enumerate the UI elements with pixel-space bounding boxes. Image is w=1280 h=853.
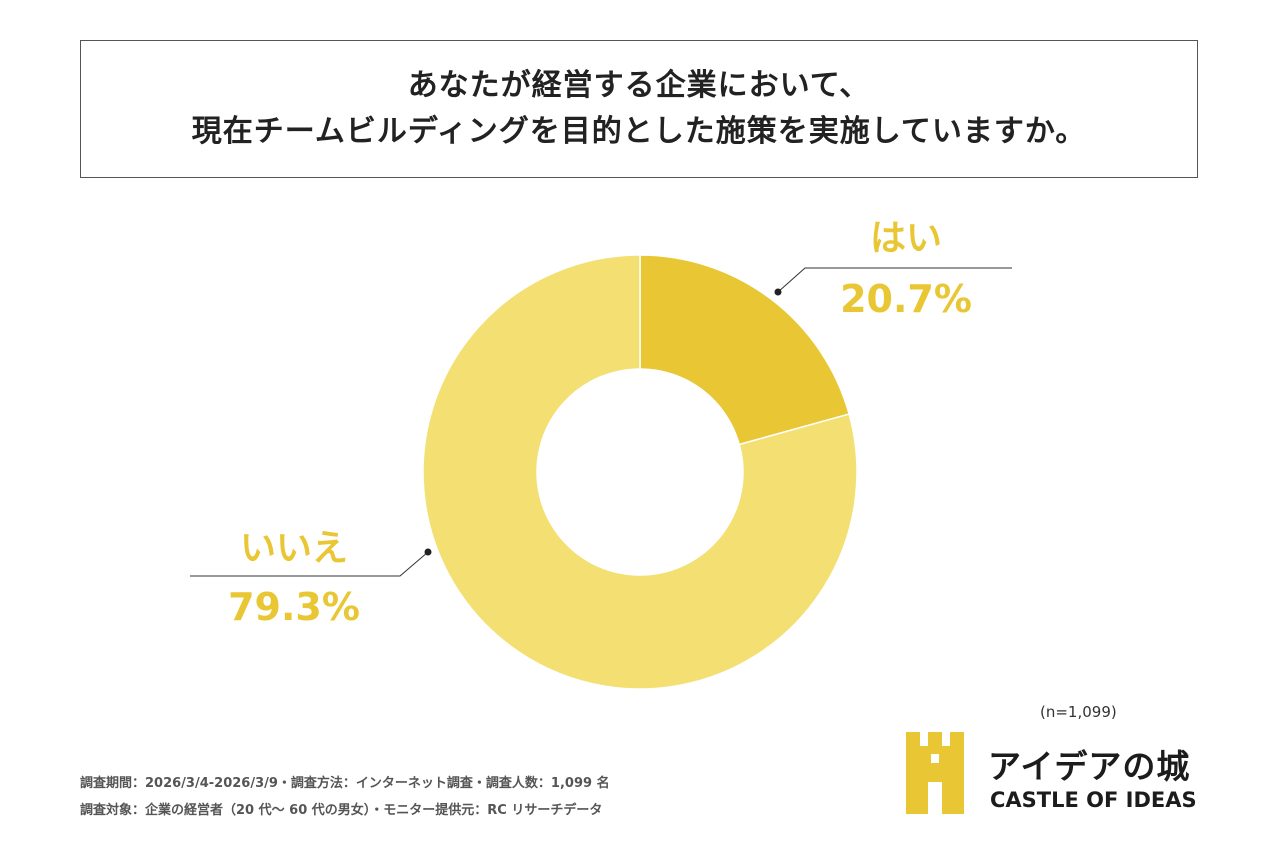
logo-subtitle: CASTLE OF IDEAS [990, 788, 1197, 812]
category-label-yes: はい [870, 218, 942, 259]
donut-slice-yes [639, 254, 851, 446]
leader-line-yes [777, 267, 1012, 293]
chart-title-line-2: 現在チームビルディングを目的とした施策を実施していますか。 [191, 114, 1087, 149]
title-box: あなたが経営する企業において、 現在チームビルディングを目的とした施策を実施して… [80, 40, 1198, 178]
footnote-survey-target: 調査対象：企業の経営者（20 代～ 60 代の男女）・モニター提供元：RC リサ… [80, 803, 603, 818]
leader-dot-no [424, 548, 432, 556]
value-label-no: 79.3% [228, 585, 360, 629]
category-label-no: いいえ [240, 528, 348, 569]
leader-line-no [190, 551, 429, 577]
donut-slice-no [422, 254, 858, 690]
sample-size-label: (n=1,099) [1040, 703, 1117, 721]
chart-title-line-1: あなたが経営する企業において、 [407, 68, 871, 103]
footnote-survey-method: 調査期間：2026/3/4-2026/3/9・調査方法：インターネット調査・調査… [80, 776, 610, 791]
survey-footnotes: 調査期間：2026/3/4-2026/3/9・調査方法：インターネット調査・調査… [80, 770, 610, 824]
logo-name: アイデアの城 [988, 747, 1191, 786]
castle-icon [906, 732, 964, 814]
leader-dot-yes [774, 288, 782, 296]
castle-of-ideas-logo: アイデアの城 CASTLE OF IDEAS [906, 732, 1206, 814]
value-label-yes: 20.7% [840, 277, 972, 321]
